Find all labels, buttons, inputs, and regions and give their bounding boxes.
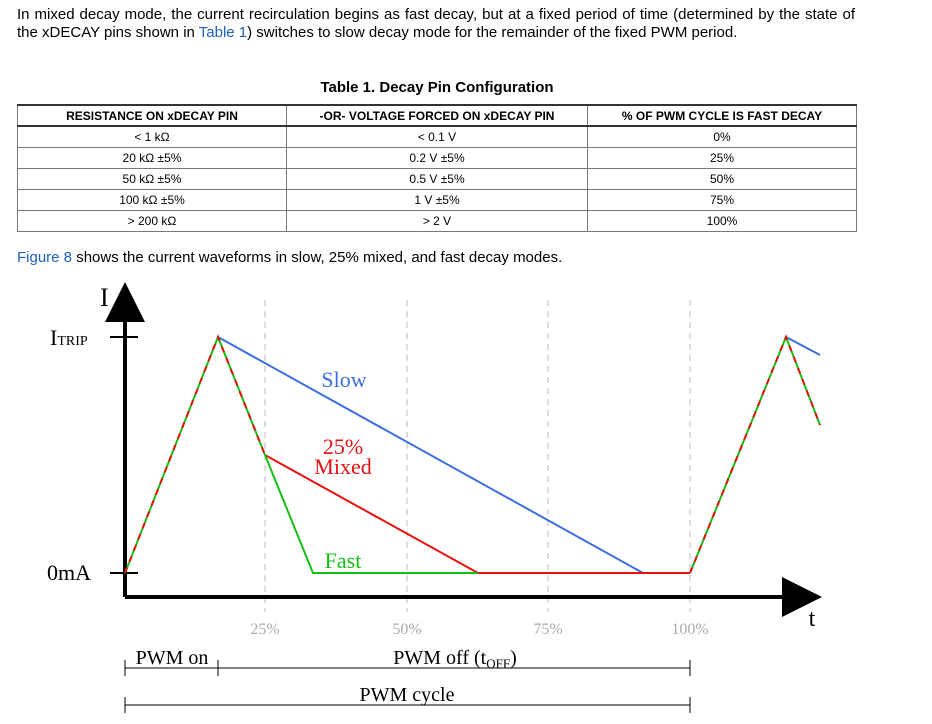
tick-label: 75% [533, 621, 562, 638]
table-row: 20 kΩ ±5% 0.2 V ±5% 25% [17, 147, 857, 169]
text: In mixed decay mode, the current recircu… [17, 6, 855, 41]
brackets [124, 660, 691, 713]
y-label: I [100, 283, 109, 312]
text: I [50, 325, 57, 350]
cell: 1 V ±5% [286, 189, 588, 211]
pwm-off-label: PWM off (tOFF) [393, 647, 517, 671]
header-cell: % OF PWM CYCLE IS FAST DECAY [587, 104, 857, 127]
cell: < 0.1 V [286, 125, 588, 148]
table-row: < 1 kΩ < 0.1 V 0% [17, 125, 857, 148]
cell: 100% [587, 210, 857, 232]
text: PWM off (t [393, 647, 486, 669]
slow-label: Slow [321, 367, 366, 392]
mixed-label: Mixed [314, 454, 371, 479]
subscript: OFF [486, 656, 510, 671]
tick-label: 25% [250, 621, 279, 638]
cell: > 200 kΩ [17, 210, 287, 232]
link[interactable]: Figure 8 [17, 249, 73, 266]
pwm-cycle-label: PWM cycle [360, 684, 455, 706]
mixed-label: 25% [323, 434, 363, 459]
zero-label: 0mA [47, 560, 91, 585]
table-title: Table 1. Decay Pin Configuration [320, 79, 554, 96]
itrip-label: ITRIP [50, 325, 88, 350]
text: shows the current waveforms in slow, 25%… [72, 249, 563, 266]
text: ) switches to slow decay mode for the re… [247, 24, 738, 41]
cell: 0.5 V ±5% [286, 168, 588, 190]
fast-label: Fast [325, 548, 362, 573]
header-cell: RESISTANCE ON xDECAY PIN [17, 104, 287, 127]
cell: 50 kΩ ±5% [17, 168, 287, 190]
tick-label: 100% [671, 621, 708, 638]
table-row: 50 kΩ ±5% 0.5 V ±5% 50% [17, 168, 857, 190]
waveforms [124, 334, 821, 574]
pwm-on-label: PWM on [136, 647, 209, 669]
intro-paragraph: In mixed decay mode, the current recircu… [17, 6, 855, 42]
subscript: TRIP [57, 334, 88, 349]
link[interactable]: Table 1 [198, 24, 248, 41]
header-cell: -OR- VOLTAGE FORCED ON xDECAY PIN [286, 104, 588, 127]
text: ) [510, 647, 517, 669]
table: RESISTANCE ON xDECAY PIN -OR- VOLTAGE FOR… [17, 104, 857, 232]
cell: 0.2 V ±5% [286, 147, 588, 169]
figure-paragraph: Figure 8 shows the current waveforms in … [17, 249, 855, 267]
x-label: t [809, 606, 816, 632]
table-row: > 200 kΩ > 2 V 100% [17, 210, 857, 232]
tick-label: 50% [392, 621, 421, 638]
